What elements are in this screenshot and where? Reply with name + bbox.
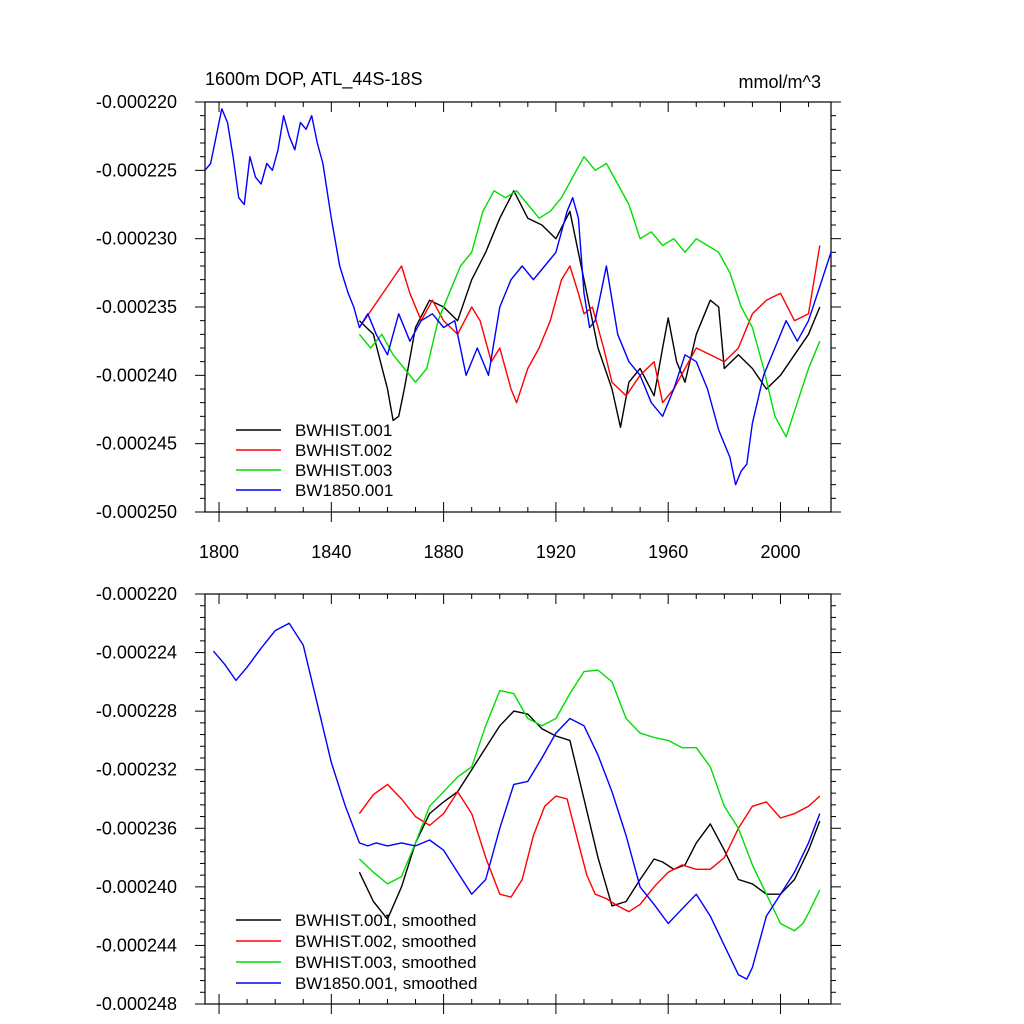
- y-tick-label: -0.000244: [96, 935, 177, 955]
- bottom-panel: -0.000248 -0.000244 -0.000240 -0.000236 -0.0…: [96, 584, 841, 1014]
- y-tick-label: -0.000225: [96, 160, 177, 180]
- y-tick-label: -0.000240: [96, 365, 177, 385]
- series-line-bwhist-003: [358, 155, 821, 438]
- series-line-bw1850-001: [204, 108, 832, 486]
- x-tick-label: 1920: [536, 542, 576, 562]
- y-tick-label: -0.000236: [96, 818, 177, 838]
- y-tick-label: -0.000240: [96, 877, 177, 897]
- y-tick-label: -0.000230: [96, 229, 177, 249]
- x-tick-label: 1800: [199, 542, 239, 562]
- series-line-bwhist-003-smoothed: [358, 669, 821, 932]
- y-tick-label: -0.000248: [96, 994, 177, 1014]
- units-label: mmol/m^3: [739, 72, 821, 92]
- legend-label: BWHIST.001: [295, 421, 392, 440]
- x-tick-label: 1880: [424, 542, 464, 562]
- x-tick-label: 1960: [648, 542, 688, 562]
- y-tick-label: -0.000220: [96, 584, 177, 604]
- x-tick-label: 2000: [760, 542, 800, 562]
- y-tick-label: -0.000235: [96, 297, 177, 317]
- legend-label: BWHIST.003: [295, 461, 392, 480]
- series-line-bwhist-002: [358, 245, 821, 404]
- x-tick-label: 1840: [311, 542, 351, 562]
- series-line-bwhist-001-smoothed: [358, 710, 821, 920]
- series-line-bw1850-001-smoothed: [212, 622, 821, 980]
- y-tick-label: -0.000245: [96, 434, 177, 454]
- legend-label: BWHIST.002: [295, 441, 392, 460]
- y-tick-label: -0.000250: [96, 502, 177, 522]
- y-tick-label: -0.000232: [96, 760, 177, 780]
- legend-label: BWHIST.003, smoothed: [295, 953, 476, 972]
- chart-title: 1600m DOP, ATL_44S-18S: [205, 69, 422, 90]
- legend-label: BW1850.001, smoothed: [295, 974, 477, 993]
- series-line-bwhist-002-smoothed: [358, 783, 821, 913]
- plot-frame: [204, 593, 832, 1005]
- legend-label: BWHIST.002, smoothed: [295, 932, 476, 951]
- y-tick-label: -0.000220: [96, 92, 177, 112]
- legend-label: BW1850.001: [295, 481, 393, 500]
- y-tick-label: -0.000228: [96, 701, 177, 721]
- series-line-bwhist-001: [358, 190, 821, 428]
- y-tick-label: -0.000224: [96, 643, 177, 663]
- legend-label: BWHIST.001, smoothed: [295, 911, 476, 930]
- top-panel: 1600m DOP, ATL_44S-18S mmol/m^3 1800 1840 18…: [96, 69, 841, 562]
